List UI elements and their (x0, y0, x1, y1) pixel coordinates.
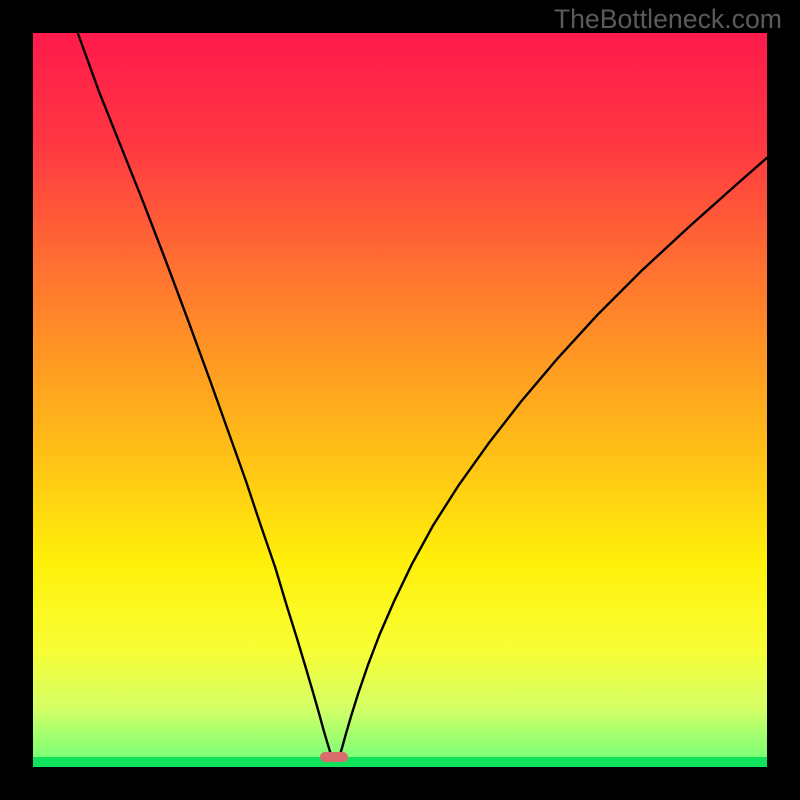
minimum-marker (320, 752, 348, 762)
stage: TheBottleneck.com (0, 0, 800, 800)
plot-area (33, 33, 767, 767)
bottleneck-curve (33, 33, 767, 767)
watermark-text: TheBottleneck.com (554, 4, 782, 35)
green-strip (33, 757, 767, 767)
